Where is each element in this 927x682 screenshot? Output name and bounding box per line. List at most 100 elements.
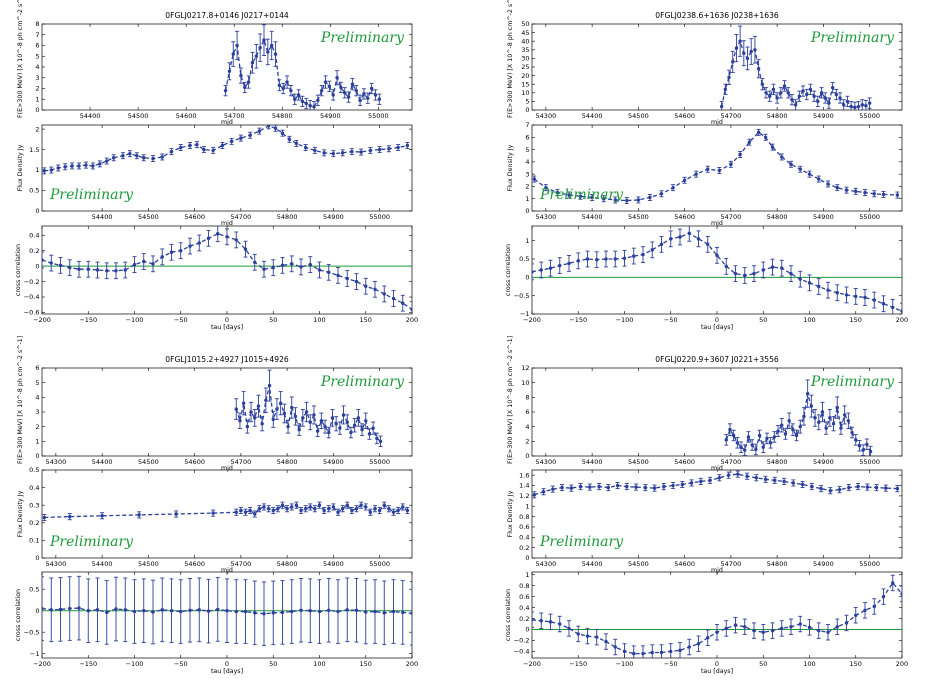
data-point	[706, 636, 710, 640]
y-tick-label: 0.6	[519, 593, 529, 601]
y-tick-label: 0.2	[29, 519, 39, 527]
cross-correlation-y-label: cross correlation	[15, 244, 22, 296]
y-tick-label: 0	[525, 106, 529, 114]
data-point	[576, 259, 580, 263]
data-point	[354, 279, 359, 284]
data-point	[327, 430, 331, 435]
y-tick-label: 1	[525, 237, 529, 245]
data-point	[865, 485, 870, 489]
data-point	[266, 125, 271, 128]
y-tick-label: 2	[35, 85, 39, 93]
data-point	[160, 255, 164, 259]
data-point	[706, 242, 710, 247]
data-point	[234, 609, 238, 614]
data-point	[373, 93, 378, 97]
x-tick-label: 55000	[859, 458, 880, 466]
data-point	[250, 61, 255, 65]
data-point	[238, 419, 242, 423]
x-tick-label: 0	[225, 660, 229, 668]
gamma-series	[724, 379, 873, 456]
data-point	[267, 383, 272, 388]
gamma-series	[719, 25, 872, 110]
y-tick-label: 5	[525, 98, 529, 106]
data-point	[854, 438, 858, 442]
data-point	[576, 632, 580, 636]
data-point	[277, 83, 282, 87]
y-tick-label: 25	[521, 63, 529, 71]
data-point	[567, 193, 571, 197]
data-point	[749, 49, 753, 54]
data-point	[367, 432, 372, 436]
data-point	[364, 419, 368, 423]
data-point	[105, 610, 109, 615]
data-point	[865, 442, 869, 446]
data-point	[377, 508, 382, 513]
data-point	[813, 416, 817, 420]
data-point	[687, 231, 691, 236]
radio-axes: 54300 54400 54500 54600 54700 54800 54900 55000…	[525, 121, 903, 221]
data-point	[322, 151, 326, 155]
data-point	[313, 148, 317, 153]
mjd-x-label: mjd	[711, 465, 723, 472]
x-tick-label: 54900	[323, 560, 344, 568]
x-tick-label: 55000	[368, 112, 389, 120]
data-point	[585, 634, 590, 638]
data-point	[780, 155, 784, 159]
data-point	[91, 164, 95, 168]
data-point	[719, 104, 724, 109]
cc-series	[532, 574, 902, 658]
x-tick-label: 54500	[628, 560, 649, 568]
x-tick-label: −50	[664, 316, 678, 324]
data-point	[891, 305, 895, 310]
data-point	[382, 292, 386, 296]
x-tick-label: 100	[803, 316, 815, 324]
data-point	[327, 507, 331, 511]
data-point	[123, 608, 127, 612]
radio-axes: 54400 54500 54600 54700 54800 54900 55000 0 0.5 1…	[29, 124, 413, 221]
x-tick-label: 54400	[92, 560, 113, 568]
data-point	[828, 416, 832, 420]
data-point	[169, 609, 174, 613]
y-tick-label: 6	[35, 364, 39, 372]
x-tick-label: −50	[664, 660, 678, 668]
data-point	[819, 486, 823, 491]
data-point	[253, 260, 257, 264]
data-point	[532, 270, 534, 274]
data-point	[776, 429, 780, 433]
x-tick-label: −150	[79, 660, 97, 668]
y-tick-label: 12	[521, 364, 529, 372]
data-point	[900, 592, 902, 596]
y-tick-label: −0.5	[514, 292, 530, 300]
data-point	[863, 608, 867, 613]
data-point	[345, 420, 349, 424]
data-point	[872, 604, 876, 609]
data-point	[56, 166, 60, 170]
data-point	[401, 610, 405, 615]
data-point	[808, 87, 813, 92]
data-point	[819, 91, 824, 95]
y-tick-label: 30	[521, 55, 529, 63]
data-point	[613, 645, 617, 649]
radio-frame	[41, 124, 413, 212]
x-tick-label: −200	[523, 660, 541, 668]
data-point	[532, 617, 534, 622]
data-point	[378, 439, 383, 444]
cc-axes: −200 −150 −100 −50 0 50 100 150 200 −0.4 −0.2 0 0.2 0…	[514, 571, 909, 668]
data-point	[349, 430, 353, 435]
data-point	[179, 249, 183, 253]
data-point	[375, 436, 379, 441]
data-point	[590, 195, 594, 200]
data-point	[826, 630, 830, 634]
x-tick-label: −100	[616, 316, 634, 324]
x-tick-label: 54700	[721, 112, 742, 120]
data-point	[820, 410, 825, 414]
x-tick-label: 54500	[628, 213, 649, 221]
data-point	[835, 291, 839, 295]
data-point	[264, 398, 268, 402]
y-tick-label: 6	[35, 42, 39, 50]
y-tick-label: 0.1	[29, 537, 39, 545]
data-point	[330, 416, 335, 420]
y-tick-label: 2	[35, 125, 39, 133]
y-tick-label: 0.2	[519, 615, 529, 623]
data-point	[770, 265, 775, 269]
